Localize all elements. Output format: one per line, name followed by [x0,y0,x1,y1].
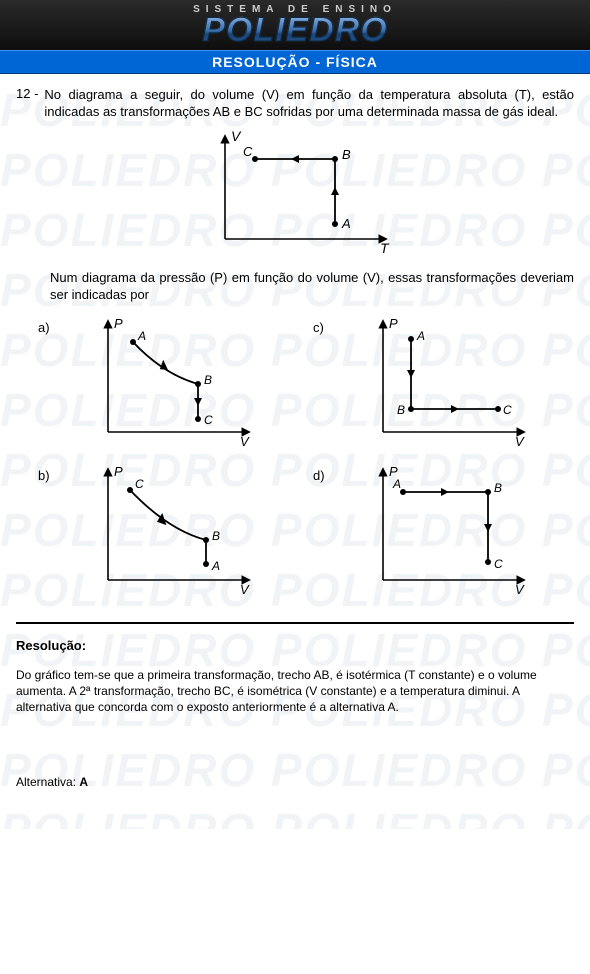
svg-text:C: C [135,477,144,491]
axis-t: T [380,240,390,256]
svg-text:V: V [240,434,250,449]
svg-text:C: C [243,144,253,159]
resolucao-title: Resolução: [16,638,574,653]
axis-v: V [231,129,242,144]
content: 12 - No diagrama a seguir, do volume (V)… [0,74,590,830]
svg-text:A: A [392,477,401,491]
svg-text:A: A [416,329,425,343]
svg-text:C: C [494,557,503,571]
svg-text:B: B [494,481,502,495]
header-subtitle: RESOLUÇÃO - FÍSICA [0,50,590,74]
option-c: c) P V A B C [311,314,574,454]
question-text: No diagrama a seguir, do volume (V) em f… [44,86,574,121]
alternativa-label: Alternativa: [16,775,76,789]
alternativa-line: Alternativa: A [16,775,574,789]
svg-text:B: B [397,403,405,417]
option-a-label: a) [38,320,50,335]
svg-text:V: V [240,582,250,597]
resolucao-body: Do gráfico tem-se que a primeira transfo… [16,667,574,716]
svg-text:A: A [341,216,351,231]
svg-text:P: P [114,464,123,479]
question-block: 12 - No diagrama a seguir, do volume (V)… [16,86,574,121]
divider [16,622,574,624]
option-b-label: b) [38,468,50,483]
svg-text:B: B [342,147,351,162]
svg-text:A: A [211,559,220,573]
option-d-label: d) [313,468,325,483]
svg-text:P: P [114,316,123,331]
question-number: 12 - [16,86,38,121]
main-diagram: V T A B C [16,129,574,259]
options-grid: a) P V A B C c) [36,314,574,602]
svg-text:B: B [212,529,220,543]
option-d: d) P V A B C [311,462,574,602]
svg-text:V: V [515,582,525,597]
option-c-label: c) [313,320,324,335]
svg-text:C: C [204,413,213,427]
svg-text:P: P [389,316,398,331]
svg-text:V: V [515,434,525,449]
header-logo: POLIEDRO [0,15,590,50]
question-mid-text: Num diagrama da pressão (P) em função do… [50,269,574,304]
option-a: a) P V A B C [36,314,299,454]
svg-text:A: A [137,329,146,343]
alternativa-value: A [79,775,88,789]
option-b: b) P V C B A [36,462,299,602]
svg-text:C: C [503,403,512,417]
svg-text:B: B [204,373,212,387]
header: SISTEMA DE ENSINO POLIEDRO RESOLUÇÃO - F… [0,0,590,74]
